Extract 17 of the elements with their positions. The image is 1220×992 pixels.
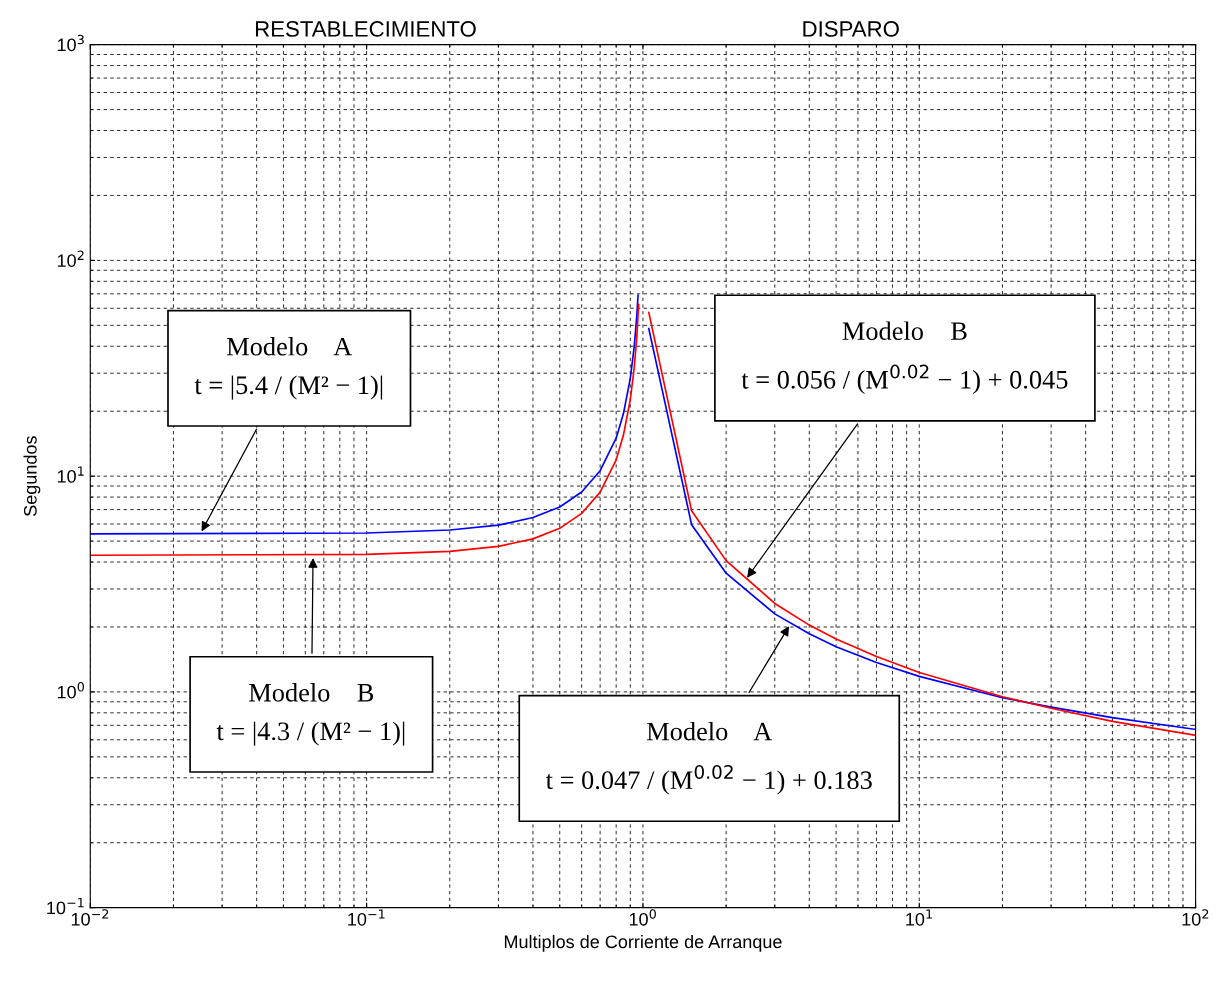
annotation: Modelo B t = 0.056 / (M$^{0.02}$ − 1) + 0.045 — [741, 321, 1068, 395]
text: DISPARO — [803, 21, 899, 37]
y-tick-label: 10$^{1}$ — [57, 466, 84, 483]
x-tick-label: 10$^{1}$ — [906, 909, 932, 926]
text: RESTABLECIMIENTO — [255, 21, 476, 37]
annotation: Modelo B t = |4.3 / (M² − 1)| — [216, 683, 405, 746]
y-axis-title: Segundos — [23, 436, 41, 516]
y-tick-label: 10$^{3}$ — [57, 34, 84, 52]
annotation: Modelo A t = |5.4 / (M² − 1)| — [194, 336, 383, 400]
y-tick-label: 10$^{0}$ — [57, 682, 84, 699]
x-tick-label: 10$^{−1}$ — [348, 909, 385, 926]
annotation: Modelo A t = 0.047 / (M$^{0.02}$ − 1) + 0.183 — [545, 721, 872, 795]
x-tick-label: 10$^{0}$ — [629, 909, 656, 926]
x-axis-title: Multiplos de Corriente de Arranque — [504, 934, 782, 952]
y-tick-label: 10$^{2}$ — [57, 250, 84, 267]
x-tick-label: 10$^{2}$ — [1182, 909, 1209, 926]
x-tick-label: 10$^{−2}$ — [71, 909, 109, 926]
